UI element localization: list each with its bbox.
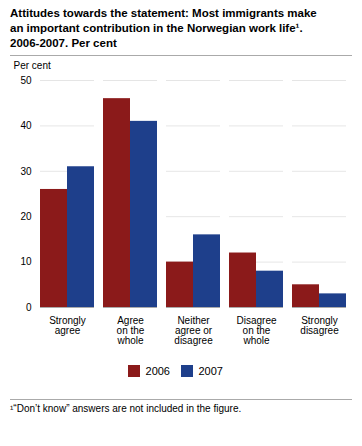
html-text:Attitudes towards the statemen: Attitudes towards the statement: Most im… xyxy=(10,7,317,19)
svg-text:Agreeon thewhole: Agreeon thewhole xyxy=(116,314,144,345)
svg-text:40: 40 xyxy=(20,120,32,131)
html-text:2006-2007. Per cent: 2006-2007. Per cent xyxy=(10,36,117,49)
svg-text:Disagreeon thewhole: Disagreeon thewhole xyxy=(236,314,276,345)
html-text:2007: 2007 xyxy=(198,365,223,378)
svg-text:20: 20 xyxy=(20,211,32,222)
html-text:¹“Don’t know” answers are not: ¹“Don’t know” answers are not included i… xyxy=(10,403,242,415)
svg-text:0: 0 xyxy=(26,302,32,313)
html-text:2006: 2006 xyxy=(145,365,170,378)
html-text:an important contribution in t: an important contribution in the Norwegi… xyxy=(10,21,303,34)
svg-text:10: 10 xyxy=(20,256,32,267)
svg-text:50: 50 xyxy=(20,75,32,86)
svg-text:Per cent: Per cent xyxy=(14,59,51,70)
svg-text:Stronglydisagree: Stronglydisagree xyxy=(300,314,339,335)
svg-text:Neitheragree ordisagree: Neitheragree ordisagree xyxy=(174,314,213,345)
svg-text:30: 30 xyxy=(20,165,32,176)
svg-text:Stronglyagree: Stronglyagree xyxy=(49,314,86,335)
